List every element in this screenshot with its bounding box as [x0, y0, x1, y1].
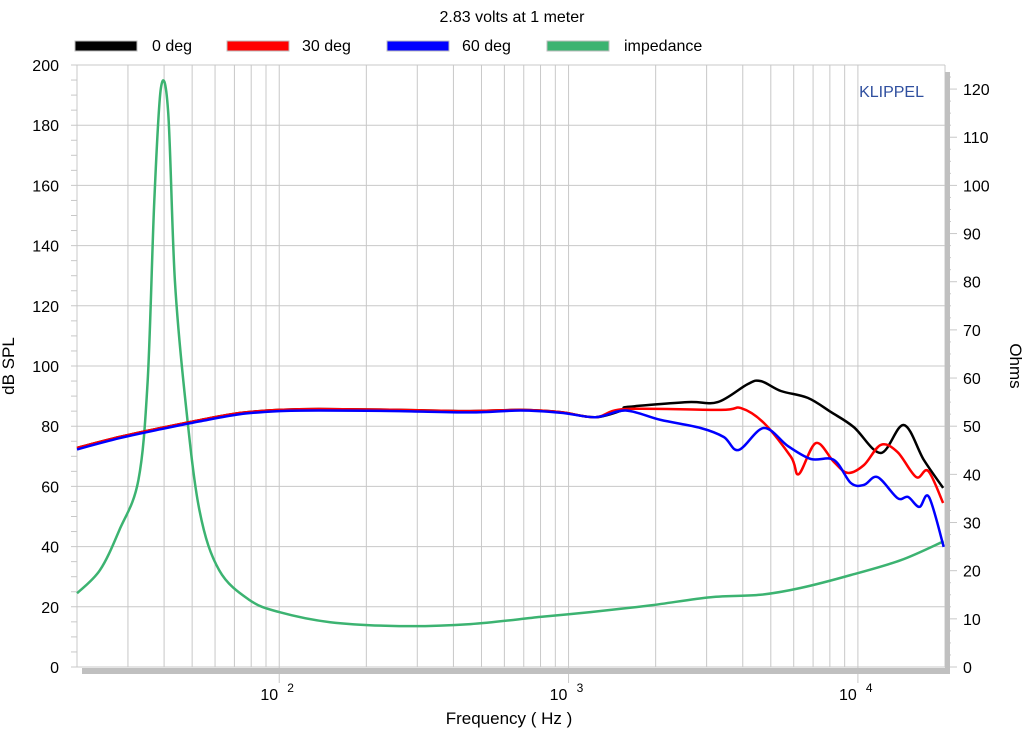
x-tick-label: 10: [550, 687, 568, 704]
x-tick-label: 10: [839, 687, 857, 704]
legend-label: 60 deg: [462, 38, 511, 55]
y2-axis-bar: [945, 72, 950, 674]
legend-label: 0 deg: [152, 38, 192, 55]
y2-tick-label: 100: [963, 178, 990, 195]
x-tick-exponent: 2: [287, 681, 294, 695]
y2-tick-label: 120: [963, 82, 990, 99]
y-tick-label: 180: [32, 118, 59, 135]
x-tick-label: 10: [260, 687, 278, 704]
y-tick-label: 40: [41, 540, 59, 557]
chart-title: 2.83 volts at 1 meter: [440, 9, 586, 26]
y2-tick-label: 40: [963, 467, 981, 484]
legend-swatch: [74, 40, 138, 52]
y-tick-label: 200: [32, 58, 59, 75]
y-tick-label: 120: [32, 299, 59, 316]
legend-swatch: [386, 40, 450, 52]
grid: [71, 64, 946, 683]
y2-tick-label: 80: [963, 275, 981, 292]
y-tick-label: 0: [50, 660, 59, 677]
y2-tick-label: 70: [963, 323, 981, 340]
legend-swatch: [226, 40, 290, 52]
x-tick-exponent: 4: [866, 681, 873, 695]
series-line-impedance: [76, 79, 945, 628]
series-line-60-deg: [76, 409, 945, 548]
x-axis-label: Frequency ( Hz ): [446, 709, 573, 728]
y-tick-label: 100: [32, 359, 59, 376]
watermark-klippel: KLIPPEL: [859, 84, 924, 101]
y-axis-label: dB SPL: [0, 337, 18, 395]
y2-tick-label: 90: [963, 227, 981, 244]
y-tick-label: 80: [41, 419, 59, 436]
legend-label: impedance: [624, 38, 702, 55]
y-tick-label: 140: [32, 239, 59, 256]
x-axis-bar: [82, 668, 945, 674]
legend: 0 deg 30 deg 60 deg impedance: [74, 38, 702, 55]
y2-tick-label: 20: [963, 564, 981, 581]
y-tick-label: 20: [41, 600, 59, 617]
x-tick-exponent: 3: [577, 681, 584, 695]
axes: 0 20 40 60 80 100 120 140 160 180 200 0 10 20 30 40 50 60…: [32, 58, 990, 704]
series-lines: [76, 79, 945, 628]
legend-swatch: [546, 40, 610, 52]
legend-label: 30 deg: [302, 38, 351, 55]
y2-tick-label: 10: [963, 612, 981, 629]
y2-tick-label: 50: [963, 419, 981, 436]
y2-axis-label: Ohms: [1006, 343, 1024, 388]
y-tick-label: 160: [32, 178, 59, 195]
y2-tick-label: 60: [963, 371, 981, 388]
y-tick-label: 60: [41, 479, 59, 496]
y2-tick-label: 30: [963, 516, 981, 533]
y2-tick-label: 0: [963, 660, 972, 677]
y2-tick-label: 110: [963, 130, 989, 147]
